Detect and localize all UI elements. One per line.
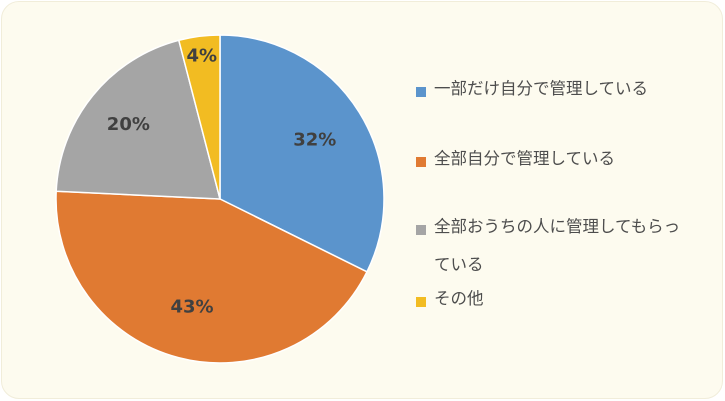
data-label-4: 4% bbox=[186, 45, 217, 66]
legend-item-3: 全部おうちの人に管理してもらっている bbox=[416, 217, 686, 284]
pie-slice-2 bbox=[55, 190, 368, 364]
legend-label: 一部だけ自分で管理している bbox=[434, 79, 649, 98]
data-label-2: 43% bbox=[170, 296, 213, 317]
legend-item-4: その他 bbox=[416, 289, 686, 318]
legend-swatch bbox=[416, 87, 426, 97]
data-label-3: 20% bbox=[107, 114, 150, 135]
legend-swatch bbox=[416, 297, 426, 307]
data-label-1: 32% bbox=[293, 130, 336, 151]
pie-slice-1 bbox=[219, 34, 385, 273]
legend-item-1: 一部だけ自分で管理している bbox=[416, 79, 686, 108]
legend-item-2: 全部自分で管理している bbox=[416, 149, 686, 178]
pie-slice-4 bbox=[177, 34, 221, 200]
pie-slice-3 bbox=[55, 39, 221, 200]
legend-swatch bbox=[416, 225, 426, 235]
legend-label: 全部自分で管理している bbox=[434, 149, 616, 168]
legend-label: 全部おうちの人に管理してもらっている bbox=[434, 217, 681, 274]
legend-swatch bbox=[416, 157, 426, 167]
legend-label: その他 bbox=[434, 289, 484, 308]
